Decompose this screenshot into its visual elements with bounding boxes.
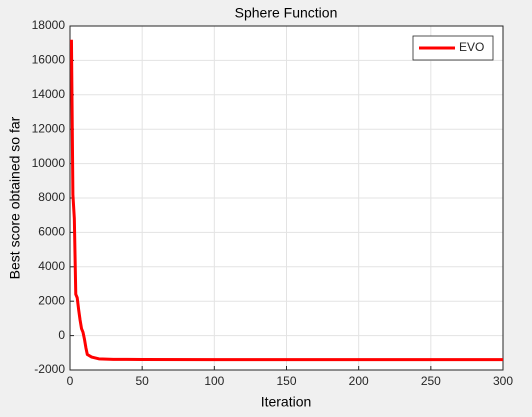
y-tick-label: 2000 — [38, 293, 65, 307]
x-tick-label: 50 — [135, 374, 149, 388]
y-tick-label: 14000 — [32, 87, 66, 101]
x-axis-label: Iteration — [261, 394, 312, 410]
x-tick-label: 300 — [493, 374, 513, 388]
x-tick-label: 0 — [67, 374, 74, 388]
y-tick-label: -2000 — [34, 362, 65, 376]
y-tick-label: 10000 — [32, 156, 66, 170]
y-tick-label: 0 — [58, 328, 65, 342]
x-tick-label: 250 — [421, 374, 441, 388]
chart-title: Sphere Function — [235, 5, 338, 21]
x-tick-label: 150 — [276, 374, 296, 388]
y-tick-label: 8000 — [38, 190, 65, 204]
y-tick-label: 4000 — [38, 259, 65, 273]
y-tick-label: 6000 — [38, 225, 65, 239]
y-tick-label: 18000 — [32, 18, 66, 32]
y-tick-label: 12000 — [32, 121, 66, 135]
line-series — [69, 39, 503, 362]
x-tick-label: 100 — [204, 374, 224, 388]
y-axis-label: Best score obtained so far — [7, 116, 23, 279]
x-tick-label: 200 — [349, 374, 369, 388]
y-tick-label: 16000 — [32, 53, 66, 67]
axes-box — [69, 25, 504, 371]
legend-label: EVO — [459, 40, 484, 54]
